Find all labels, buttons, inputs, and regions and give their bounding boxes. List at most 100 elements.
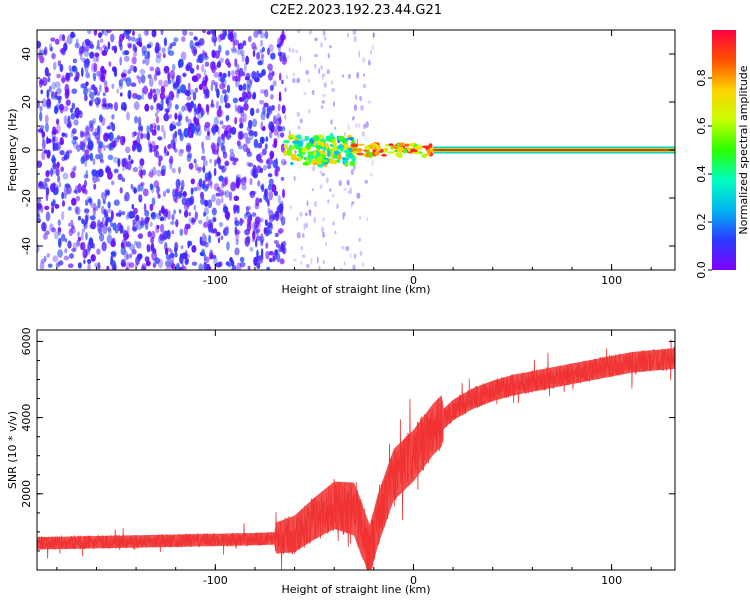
spectrogram-cell: [350, 168, 355, 176]
spectrogram-cell: [73, 119, 79, 126]
spectrogram-cell: [62, 34, 65, 42]
spectrogram-cell: [86, 144, 92, 150]
spectrogram-cell: [153, 73, 158, 82]
spectrogram-cell: [272, 70, 275, 77]
spectrogram-cell: [176, 90, 180, 99]
spectrogram-cell: [320, 105, 324, 109]
spectrogram-cell: [46, 98, 51, 108]
spectrogram-cell: [334, 126, 337, 130]
spectrogram-cell: [78, 50, 83, 56]
spectrogram-cell: [292, 140, 299, 144]
spectrogram-cell: [132, 226, 137, 232]
spectrogram-cell: [319, 184, 323, 190]
spectrogram-cell: [378, 150, 384, 153]
spectrogram-cell: [211, 30, 216, 37]
spectrogram-cell: [123, 103, 127, 112]
spectrogram-cell: [267, 72, 273, 81]
spectrogram-cell: [261, 69, 266, 76]
spectrogram-cell: [71, 88, 78, 94]
spectrogram-cell: [234, 58, 238, 68]
spectrogram-cell: [328, 45, 332, 49]
spectrogram-cell: [396, 147, 401, 153]
spectrogram-cell: [322, 30, 326, 36]
spectrogram-cell: [238, 42, 244, 50]
spectrogram-cell: [206, 265, 212, 270]
spectrogram-cell: [180, 179, 185, 190]
spectrogram-cell: [280, 242, 285, 253]
spectrogram-cell: [127, 89, 132, 100]
spectrogram-cell: [128, 262, 135, 268]
spectrogram-cell: [156, 70, 161, 76]
snr-y-axis-label: SNR (10 * v/v): [6, 411, 19, 489]
spectrogram-cell: [236, 63, 240, 73]
spectrogram-cell: [329, 160, 333, 164]
spectrogram-cell: [131, 56, 137, 65]
spectrogram-cell: [111, 66, 117, 72]
spectrogram-cell: [280, 210, 283, 215]
spectrogram-cell: [102, 97, 107, 104]
spectrogram-cell: [320, 42, 323, 48]
spectrogram-cell: [126, 111, 130, 121]
spectrogram-cell: [322, 146, 327, 152]
spectrogram-cell: [426, 149, 431, 154]
spectrogram-cell: [112, 156, 119, 164]
spectrogram-cell: [306, 200, 309, 207]
spectrogram-cell: [274, 232, 279, 238]
spectrogram-cell: [99, 114, 103, 123]
spectrogram-cell: [163, 80, 169, 87]
spectrogram-cell: [261, 46, 265, 53]
colorbar-tick-label: 0.4: [695, 165, 708, 183]
spectrogram-cell: [62, 105, 69, 112]
spectrogram-cell: [179, 228, 184, 237]
spectrogram-cell: [320, 65, 323, 70]
spectrogram-cell: [133, 101, 140, 111]
spectrogram-cell: [201, 63, 205, 73]
spectrogram-cell: [234, 216, 238, 224]
spectrogram-cell: [160, 223, 165, 233]
spectrogram-cell: [54, 231, 59, 240]
spectrogram-cell: [150, 236, 155, 244]
spectrogram-cell: [162, 190, 167, 197]
spectrogram-cell: [60, 233, 66, 242]
spectrogram-cell: [176, 191, 182, 200]
spectrogram-cell: [108, 142, 112, 152]
spectrogram-cell: [193, 36, 198, 41]
spectrogram-cell: [52, 163, 58, 170]
spectrogram-cell: [117, 173, 123, 181]
spectrogram-cell: [192, 91, 197, 101]
spectrogram-cell: [364, 145, 371, 151]
spectrogram-cell: [146, 125, 150, 134]
spectrogram-cell: [156, 185, 160, 195]
spectrogram-cell: [345, 245, 350, 252]
spectrogram-cell: [241, 54, 245, 63]
spectrogram-cell: [224, 210, 231, 220]
spectrogram-cell: [46, 104, 52, 109]
spectrogram-cell: [202, 55, 209, 61]
spectrogram-cell: [139, 68, 146, 75]
spectrogram-cell: [285, 55, 290, 59]
spectrogram-cell: [60, 166, 64, 172]
spectrogram-cell: [322, 93, 326, 98]
spectrogram-cell: [95, 45, 100, 51]
spectrogram-cell: [125, 267, 129, 270]
spectrogram-cell: [149, 66, 155, 72]
spectrogram-cell: [45, 99, 52, 110]
spectrogram-cell: [166, 151, 170, 156]
spectrogram-cell: [94, 132, 101, 140]
spectrogram-cell: [185, 145, 192, 153]
spectrogram-cell: [169, 43, 173, 49]
spectrogram-cell: [333, 150, 341, 155]
spectrogram-cell: [57, 249, 63, 258]
spectrogram-cell: [280, 176, 285, 181]
spectrogram-cell: [269, 84, 274, 92]
spectrogram-cell: [236, 49, 242, 55]
spectrogram-cell: [265, 136, 269, 142]
spectrogram-cell: [257, 60, 263, 66]
spectrogram-cell: [107, 201, 111, 209]
spectrogram-cell: [271, 104, 275, 111]
spectrogram-cell: [80, 51, 83, 61]
spectrogram-cell: [227, 70, 231, 78]
spectrogram-cell: [256, 262, 261, 270]
spectrogram-cell: [223, 203, 227, 209]
